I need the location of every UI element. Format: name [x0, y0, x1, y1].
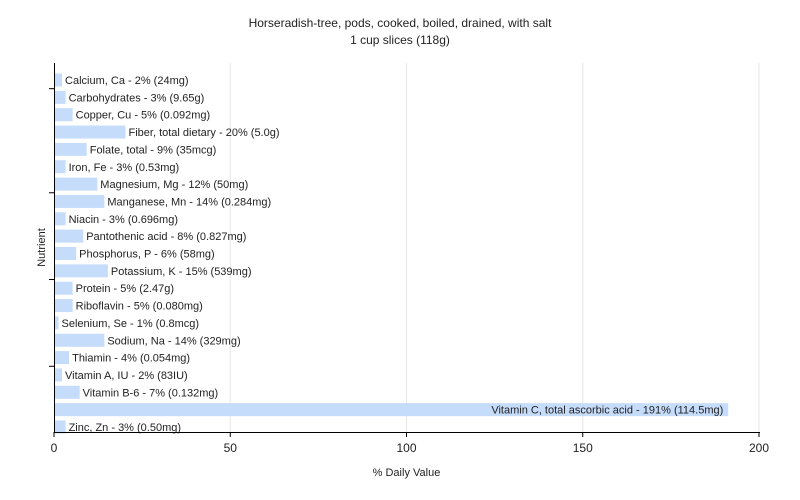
bar	[55, 264, 108, 278]
bar-label: Iron, Fe - 3% (0.53mg)	[69, 162, 180, 174]
bar	[55, 142, 87, 156]
x-tick-label: 100	[396, 441, 416, 455]
bar	[55, 125, 126, 139]
bar-label: Niacin - 3% (0.696mg)	[69, 214, 178, 226]
bar-label: Calcium, Ca - 2% (24mg)	[65, 75, 188, 87]
bar-label: Fiber, total dietary - 20% (5.0g)	[129, 127, 280, 139]
bar-label: Vitamin A, IU - 2% (83IU)	[65, 370, 188, 382]
bar-label: Manganese, Mn - 14% (0.284mg)	[107, 196, 271, 208]
x-tick-label: 0	[51, 441, 58, 455]
bar	[55, 368, 63, 382]
bar	[55, 108, 73, 122]
bar	[55, 281, 73, 295]
bar-label: Protein - 5% (2.47g)	[76, 283, 174, 295]
bar	[55, 73, 63, 87]
bar-label: Riboflavin - 5% (0.080mg)	[76, 301, 203, 313]
bar-label: Magnesium, Mg - 12% (50mg)	[100, 179, 248, 191]
bar-label: Thiamin - 4% (0.054mg)	[72, 353, 190, 365]
grid-lines	[229, 63, 760, 432]
bar	[55, 229, 84, 243]
bar	[55, 177, 98, 191]
bar	[55, 212, 66, 226]
bar-label: Pantothenic acid - 8% (0.827mg)	[86, 231, 246, 243]
chart-subtitle: 1 cup slices (118g)	[350, 33, 450, 47]
bar	[55, 299, 73, 313]
bars: Calcium, Ca - 2% (24mg) Carbohydrates - 3…	[55, 73, 729, 434]
x-tick-label: 150	[573, 441, 593, 455]
chart-title: Horseradish-tree, pods, cooked, boiled, …	[248, 16, 552, 30]
bar-label: Sodium, Na - 14% (329mg)	[107, 335, 240, 347]
x-tick-label: 200	[749, 441, 769, 455]
chart-title-block: Horseradish-tree, pods, cooked, boiled, …	[0, 15, 800, 49]
bar-label: Zinc, Zn - 3% (0.50mg)	[69, 422, 181, 434]
bar-label: Vitamin B-6 - 7% (0.132mg)	[83, 387, 219, 399]
bar-label: Carbohydrates - 3% (9.65g)	[69, 92, 205, 104]
bar	[55, 90, 66, 104]
bar	[55, 316, 59, 330]
x-tick-label: 50	[224, 441, 238, 455]
bar	[55, 385, 80, 399]
bar-label: Folate, total - 9% (35mcg)	[90, 144, 217, 156]
bar-label: Copper, Cu - 5% (0.092mg)	[76, 110, 211, 122]
bar	[55, 247, 77, 260]
bar	[55, 420, 66, 434]
bar-label: Potassium, K - 15% (539mg)	[111, 266, 252, 278]
bar	[55, 403, 729, 417]
x-axis-title: % Daily Value	[373, 467, 441, 479]
bar-label: Phosphorus, P - 6% (58mg)	[79, 249, 215, 261]
bar	[55, 194, 105, 208]
bar	[55, 160, 66, 174]
bar	[55, 333, 105, 347]
bar	[55, 351, 70, 365]
bar-label: Selenium, Se - 1% (0.8mcg)	[62, 318, 200, 330]
bar-label: Vitamin C, total ascorbic acid - 191% (1…	[491, 405, 723, 417]
axes: 0 50 100 150 200	[49, 63, 769, 455]
y-axis-title: Nutrient	[36, 228, 48, 267]
